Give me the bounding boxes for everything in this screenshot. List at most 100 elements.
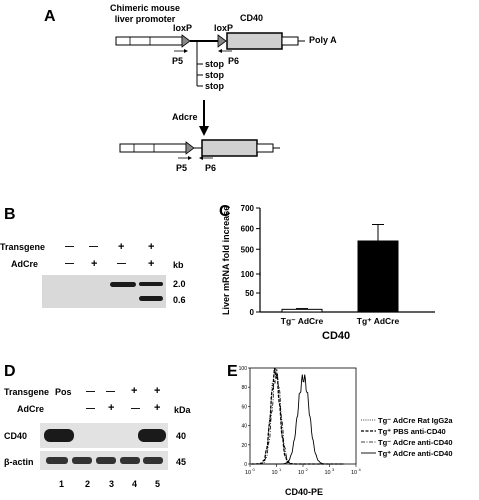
e-ytick-label-0: 0 — [244, 462, 247, 468]
d-adcre-mark-1: — — [86, 403, 95, 413]
e-xtick-label-4: 10 — [351, 470, 357, 476]
e-plot-frame — [249, 367, 357, 465]
actin-band-1 — [46, 457, 68, 464]
e-xtick-label-3: 10 — [324, 470, 330, 476]
p6-label: P6 — [228, 56, 240, 66]
loxp-triangle-2 — [217, 34, 227, 48]
d-kda-label: kDa — [174, 405, 191, 415]
b-marker-06kb: 0.6 — [173, 295, 186, 305]
e-xlabel: CD40-PE — [285, 487, 324, 497]
adcre-arrow — [199, 126, 209, 136]
e-legend-label-2: Tg⁺ PBS anti-CD40 — [378, 427, 446, 436]
panel-c-letter: C — [219, 203, 231, 220]
c-ytick-label-0: 0 — [250, 308, 255, 317]
panel-d-letter: D — [4, 363, 16, 380]
e-ytick-label-20: 20 — [241, 443, 247, 449]
cd40-band-lane1 — [44, 429, 74, 442]
e-xtick-label-1: 10 — [271, 470, 277, 476]
loxp-triangle-1 — [181, 34, 191, 48]
b-transgene-mark-3: + — [118, 241, 125, 253]
flow-legend: Tg⁻ AdCre Rat IgG2a Tg⁺ PBS anti-CD40 Tg⁻ … — [361, 416, 453, 458]
c-ylabel: Liver mRNA fold increase — [221, 205, 231, 315]
e-ytick-label-40: 40 — [241, 424, 247, 430]
c-ylabel-wrap: Liver mRNA fold increase — [221, 206, 235, 315]
panel-a-letter: A — [44, 8, 56, 25]
promoter-box — [115, 36, 183, 46]
e-ytick-label-100: 100 — [239, 366, 248, 372]
d-adcre-mark-3: — — [131, 403, 140, 413]
lane-number-4: 4 — [132, 479, 138, 489]
c-ytick-label-700: 700 — [241, 204, 255, 213]
d-transgene-mark-2: — — [106, 386, 115, 396]
e-xtick-label-0: 10 — [245, 470, 251, 476]
p5-label: P5 — [172, 56, 184, 66]
b-kb-label: kb — [173, 260, 184, 270]
gel-band-lane3-2kb — [110, 282, 136, 287]
e-ytick-label-80: 80 — [241, 385, 247, 391]
lane-number-3: 3 — [109, 479, 115, 489]
e-legend-label-3: Tg⁻ AdCre anti-CD40 — [378, 438, 453, 447]
construct-diagram — [115, 32, 305, 160]
d-row2-label: β-actin — [4, 457, 34, 467]
c-category-1: Tg⁻ AdCre — [281, 316, 324, 326]
b-adcre-mark-1: — — [65, 258, 74, 268]
e-xtick-exp-2: 2 — [306, 467, 309, 472]
panel-b-letter: B — [4, 206, 16, 223]
loxp-label-2: loxP — [214, 23, 234, 33]
stop-label-2: stop — [205, 70, 224, 80]
polya-label: Poly A — [309, 35, 337, 45]
c-ytick-label-100: 100 — [241, 270, 255, 279]
mrna-bar-chart: 0 50 100 500 600 700 Tg⁻ AdCre Tg⁺ AdCre — [241, 204, 435, 326]
actin-band-5 — [143, 457, 163, 464]
c-bar-1 — [281, 308, 323, 313]
d-transgene-mark-3: + — [131, 385, 138, 397]
d-row1-mw: 40 — [176, 431, 187, 441]
e-xtick-exp-3: 3 — [332, 467, 335, 472]
actin-band-3 — [96, 457, 116, 464]
b-adcre-mark-3: — — [117, 258, 126, 268]
b-transgene-mark-4: + — [148, 241, 155, 253]
e-xtick-label-2: 10 — [298, 470, 304, 476]
b-adcre-label: AdCre — [11, 259, 39, 269]
western-cd40-blot — [40, 423, 168, 448]
c-category-2: Tg⁺ AdCre — [357, 316, 400, 326]
d-row2-mw: 45 — [176, 457, 187, 467]
e-legend-label-1: Tg⁻ AdCre Rat IgG2a — [378, 416, 453, 425]
c-ytick-label-500: 500 — [241, 245, 255, 254]
cd40-box-2 — [201, 139, 258, 157]
p6-label-after: P6 — [205, 163, 217, 173]
e-xtick-exp-4: 4 — [359, 467, 362, 472]
stop-label-3: stop — [205, 81, 224, 91]
actin-band-2 — [72, 457, 92, 464]
b-transgene-mark-1: — — [65, 241, 74, 251]
d-adcre-mark-4: + — [154, 402, 161, 414]
e-xtick-exp-1: 1 — [279, 467, 282, 472]
b-transgene-label: Transgene — [0, 242, 46, 252]
b-transgene-mark-2: — — [89, 241, 98, 251]
c-bar-2 — [357, 240, 399, 313]
e-ytick-label-60: 60 — [241, 404, 247, 410]
panel-e-letter: E — [227, 363, 238, 380]
d-adcre-mark-2: + — [108, 402, 115, 414]
polya-box — [281, 36, 299, 46]
c-ytick-label-50: 50 — [245, 289, 254, 298]
b-adcre-mark-2: + — [91, 258, 98, 270]
d-transgene-mark-1: — — [86, 386, 95, 396]
cd40-band-lane5 — [138, 429, 166, 442]
cd40-box — [226, 32, 283, 50]
lane-number-1: 1 — [59, 479, 65, 489]
promoter-label: Chimeric mouse liver promoter — [109, 3, 181, 24]
d-row1-label: CD40 — [4, 431, 28, 441]
pcr-gel — [42, 275, 166, 308]
d-pos-label: Pos — [55, 387, 72, 397]
lane-number-2: 2 — [85, 479, 91, 489]
stop-label-1: stop — [205, 59, 224, 69]
e-legend-label-4: Tg⁺ AdCre anti-CD40 — [378, 449, 453, 458]
d-transgene-label: Transgene — [4, 387, 50, 397]
western-actin-blot — [40, 451, 168, 470]
b-adcre-mark-4: + — [148, 258, 155, 270]
e-xtick-exp-0: 0 — [253, 467, 256, 472]
p5-label-after: P5 — [176, 163, 188, 173]
actin-band-4 — [120, 457, 140, 464]
